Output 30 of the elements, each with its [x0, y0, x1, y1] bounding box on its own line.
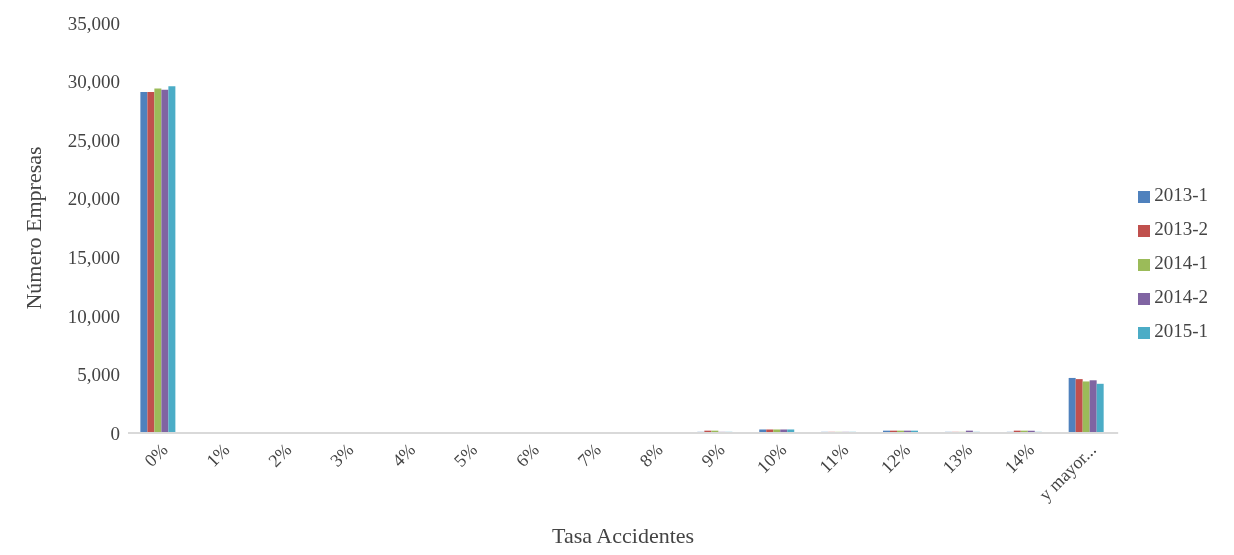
x-tick-label: 0%	[140, 439, 172, 471]
legend-label: 2013-1	[1154, 184, 1208, 205]
y-tick-label: 15,000	[67, 247, 120, 269]
x-tick-label: 2%	[264, 439, 296, 471]
legend-label: 2015-1	[1154, 320, 1208, 341]
y-tick-label: 5,000	[77, 364, 120, 386]
x-tick-label: 5%	[449, 439, 482, 471]
y-tick-label: 35,000	[67, 12, 120, 34]
x-tick-label: 6%	[511, 439, 543, 471]
legend-label: 2013-2	[1154, 218, 1208, 239]
y-tick-label: 10,000	[67, 305, 120, 327]
x-tick-label: 10%	[753, 439, 791, 478]
legend-label: 2014-2	[1154, 286, 1208, 307]
x-tick-label: 12%	[876, 439, 915, 478]
y-tick-label: 0	[110, 422, 120, 444]
x-tick-label: 11%	[815, 439, 853, 477]
legend-label: 2014-1	[1154, 252, 1208, 273]
y-tick-label: 20,000	[67, 188, 120, 210]
y-axis-title: Número Empresas	[20, 146, 46, 310]
x-tick-label: 13%	[938, 439, 977, 478]
x-axis-title: Tasa Accidentes	[552, 523, 695, 548]
x-tick-label: 1%	[202, 439, 234, 471]
x-tick-label: 8%	[635, 439, 667, 471]
y-tick-label: 25,000	[67, 129, 120, 151]
x-tick-label: 14%	[1000, 439, 1039, 478]
y-tick-label: 30,000	[67, 71, 120, 93]
x-tick-label: 4%	[388, 439, 420, 471]
x-tick-label: 3%	[326, 439, 358, 471]
x-tick-label: 7%	[573, 439, 605, 471]
x-tick-label: 9%	[697, 439, 729, 471]
